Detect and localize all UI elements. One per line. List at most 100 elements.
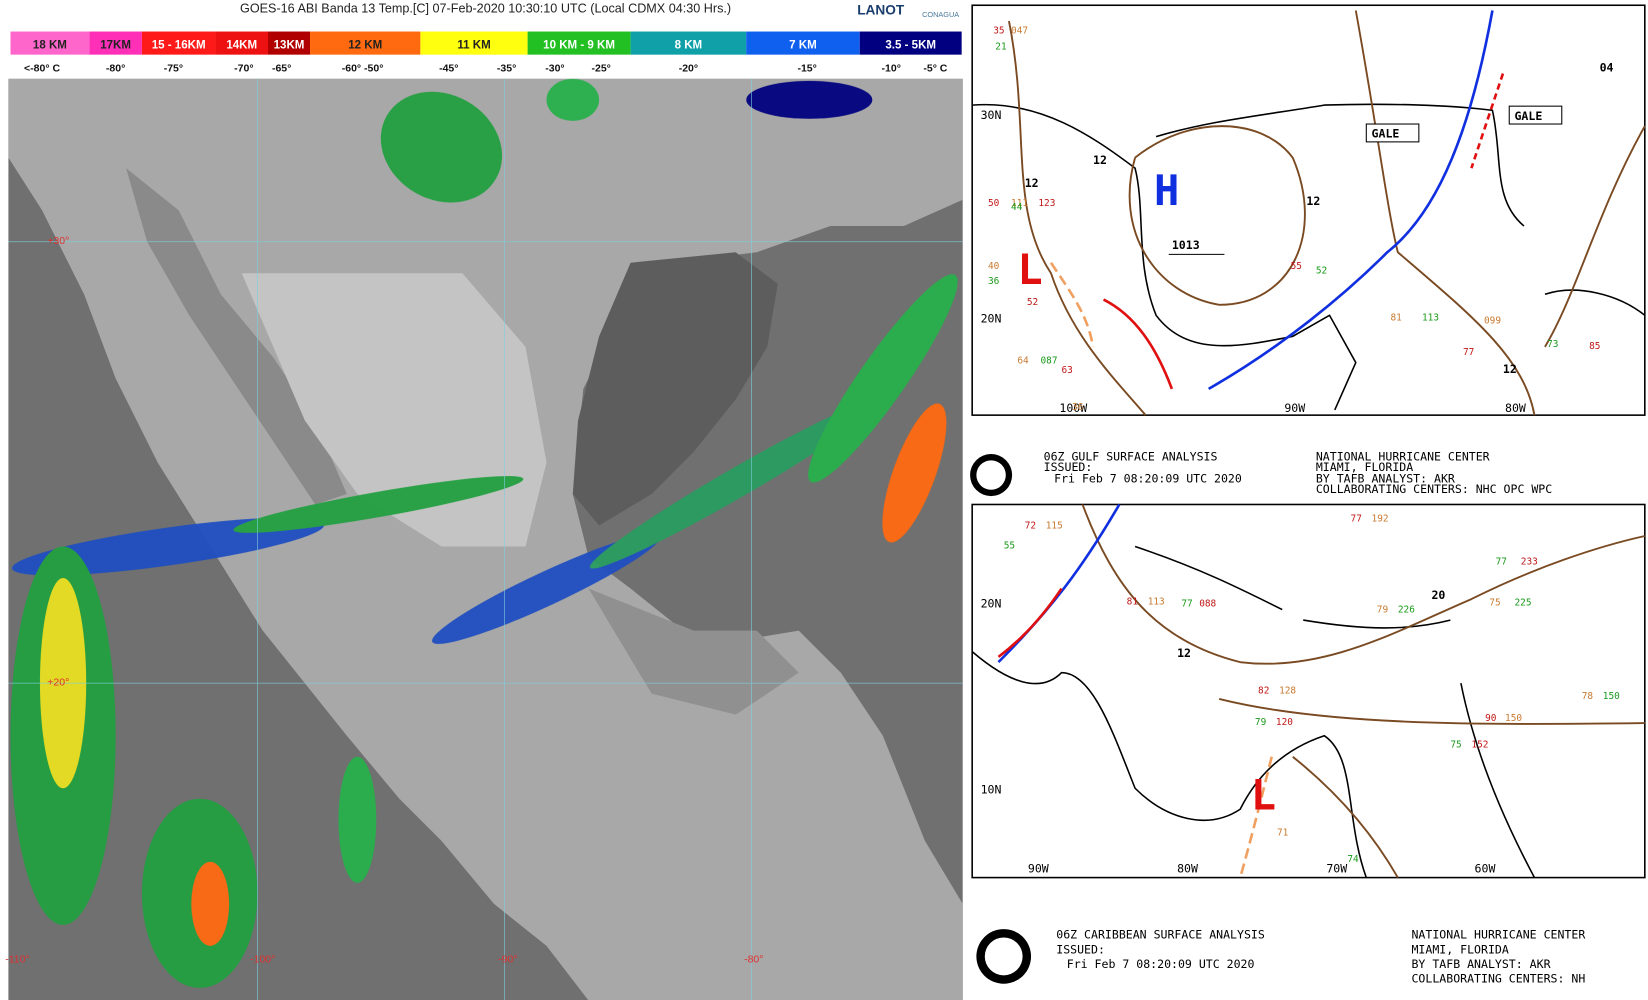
station-value: 150	[1505, 713, 1522, 724]
station-value: 226	[1398, 605, 1415, 616]
legend-swatch	[527, 31, 631, 55]
lon-label: -100°	[250, 954, 275, 966]
caption-text: 06Z GULF SURFACE ANALYSIS ISSUED: Fri Fe…	[1044, 449, 1553, 496]
station-value: 52	[1316, 265, 1327, 276]
temp-label: -65°	[272, 62, 291, 74]
station-value: 55	[1004, 541, 1015, 552]
logo: CONAGUA	[922, 10, 959, 19]
gale-label: GALE	[1514, 109, 1542, 123]
front	[997, 587, 1063, 658]
legend-swatch	[141, 31, 216, 55]
graticule-labels: +30° +20° -110° -100° -90° -80°	[5, 235, 763, 966]
station-value: 78	[1582, 691, 1594, 702]
station-value: 123	[1038, 198, 1055, 209]
station-value: 73	[1547, 339, 1558, 350]
isobar	[1128, 125, 1306, 306]
gulf-of-california	[126, 168, 347, 505]
caption-line: MIAMI, FLORIDA	[1411, 942, 1508, 956]
trough	[1049, 262, 1095, 348]
isobar-label: 12	[1503, 362, 1517, 376]
station-value: 115	[1046, 521, 1063, 532]
station-value: 40	[988, 261, 1000, 272]
caption-line: NATIONAL HURRICANE CENTER	[1411, 928, 1585, 942]
cloud-band	[10, 78, 958, 988]
station-value: 36	[1072, 402, 1084, 413]
lon-label: -110°	[5, 954, 29, 966]
isobar	[1292, 755, 1399, 879]
station-value: 79	[1255, 717, 1267, 728]
lon-label: 100W	[1059, 401, 1087, 415]
low-symbol: L	[1017, 245, 1042, 294]
station-value: 150	[1603, 691, 1620, 702]
station-value: 74	[1347, 854, 1359, 865]
temp-label: -35°	[497, 62, 516, 74]
cold-front	[1207, 10, 1494, 391]
map-labels: 20N 10N 90W 80W 70W 60W	[981, 596, 1496, 875]
cloud	[380, 91, 503, 203]
cloud	[882, 403, 947, 543]
caption-line: Fri Feb 7 08:20:09 UTC 2020	[1054, 471, 1242, 485]
front	[1102, 298, 1174, 390]
station-value: 120	[1276, 717, 1293, 728]
lon-label: 70W	[1326, 861, 1347, 875]
pressure-label: 1013	[1172, 238, 1200, 252]
lon-label: -90°	[498, 954, 517, 966]
graticule	[8, 78, 963, 1000]
caption-line: MIAMI, FLORIDA	[1316, 460, 1413, 474]
cloud	[338, 756, 377, 883]
coastline	[971, 545, 1536, 878]
lat-label: 10N	[981, 783, 1002, 797]
gale-box	[1508, 105, 1563, 125]
cloud	[808, 274, 958, 483]
legend-label: 11 KM	[457, 39, 490, 51]
color-legend: 18 KM 17KM 15 - 16KM 14KM 13KM 12 KM 11 KM 10 K…	[10, 31, 962, 55]
station-value: 77	[1351, 513, 1362, 524]
caption: 06Z GULF SURFACE ANALYSIS ISSUED: Fri Fe…	[970, 449, 1553, 497]
caption-line: COLLABORATING CENTERS: NHC OPC WPC	[1316, 482, 1552, 496]
legend-label: 17KM	[100, 39, 131, 51]
lat-label: +20°	[47, 676, 69, 688]
legend-label: 3.5 - 5KM	[885, 39, 936, 51]
station-value: 21	[995, 41, 1007, 52]
lon-label: 60W	[1475, 861, 1496, 875]
isobar-label: 12	[1177, 646, 1191, 660]
station-value: 50	[988, 198, 1000, 209]
isobar-label: 12	[1025, 176, 1039, 190]
station-value: 152	[1471, 739, 1488, 750]
caption-line: Fri Feb 7 08:20:09 UTC 2020	[1067, 957, 1255, 971]
caption: 06Z CARIBBEAN SURFACE ANALYSIS ISSUED: F…	[976, 928, 1585, 986]
warm-front	[1470, 73, 1505, 169]
legend-label: 10 KM - 9 KM	[543, 39, 615, 51]
legend-label: 15 - 16KM	[152, 39, 206, 51]
temp-label: -75°	[164, 62, 183, 74]
station-value: 113	[1422, 313, 1439, 324]
temp-scale: <-80° C -80° -75° -70° -65° -60° -50° -45° -35°…	[24, 62, 948, 74]
lat-label: 20N	[981, 596, 1002, 610]
station-value: 52	[1027, 297, 1038, 308]
isobar-label: 12	[1093, 153, 1107, 167]
caption-line: COLLABORATING CENTERS: NH	[1411, 972, 1585, 986]
station-value: 85	[1589, 341, 1600, 352]
gulf-of-mexico	[572, 252, 778, 526]
station-value: 35	[993, 26, 1004, 37]
legend-swatch	[268, 31, 311, 55]
noaa-logo	[976, 460, 1006, 490]
map-frame	[971, 4, 1646, 416]
station-value: 128	[1279, 686, 1296, 697]
station-value: 79	[1377, 605, 1389, 616]
cloud	[589, 398, 882, 569]
legend-label: 12 KM	[348, 39, 382, 51]
caption-line: BY TAFB ANALYST: AKR	[1411, 957, 1550, 971]
legend-label: 8 KM	[675, 39, 703, 51]
station-value: 81	[1390, 313, 1402, 324]
temp-label: -45°	[439, 62, 458, 74]
satellite-image: +30° +20° -110° -100° -90° -80°	[5, 78, 963, 1000]
station-value: 099	[1484, 316, 1501, 327]
caption-line: BY TAFB ANALYST: AKR	[1316, 471, 1455, 485]
station-value: 192	[1372, 513, 1389, 524]
lat-label: 30N	[981, 108, 1002, 122]
cloud	[546, 78, 600, 121]
